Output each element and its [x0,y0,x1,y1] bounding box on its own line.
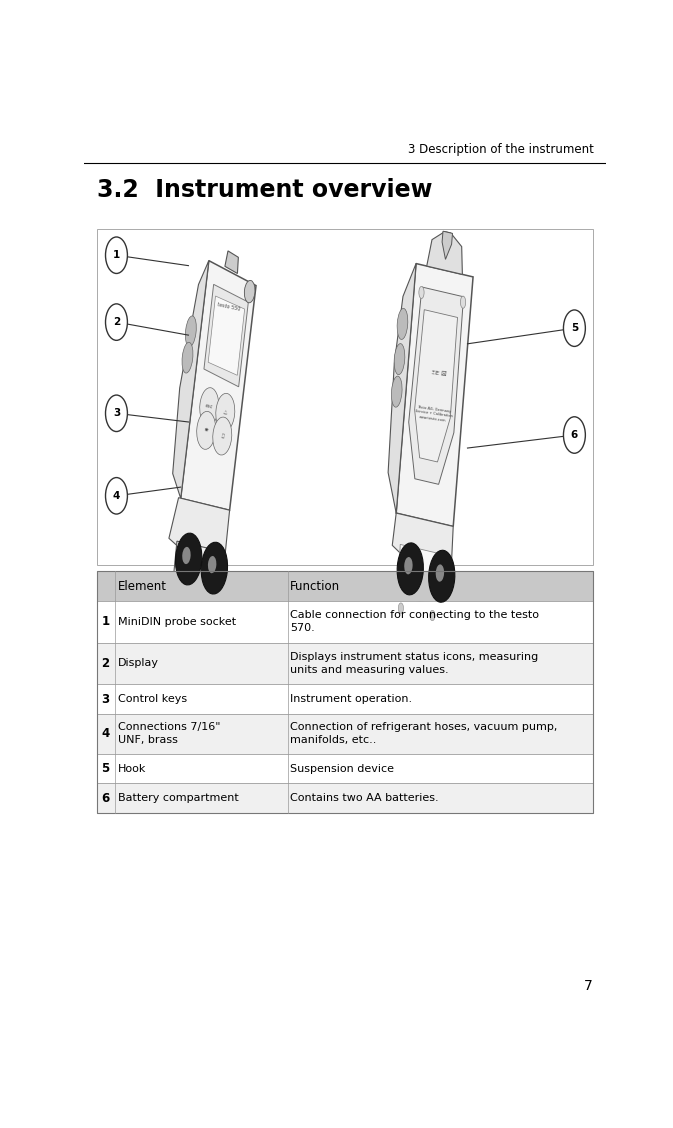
Ellipse shape [244,281,255,302]
Polygon shape [402,570,437,597]
Text: △: △ [223,409,227,415]
Text: 4: 4 [102,728,110,740]
Ellipse shape [185,316,197,346]
Text: 2: 2 [113,317,120,327]
Polygon shape [442,231,452,259]
Text: Function: Function [290,580,341,592]
Text: ΞE ☒: ΞE ☒ [431,370,447,378]
Bar [97,754,593,783]
Text: 6: 6 [102,792,110,804]
Polygon shape [392,513,453,567]
Polygon shape [388,264,416,513]
Bar [97,601,593,643]
Ellipse shape [216,394,235,431]
Text: Control keys: Control keys [118,694,187,704]
Circle shape [106,477,127,514]
Polygon shape [208,296,244,376]
Polygon shape [399,545,441,582]
Ellipse shape [394,344,405,374]
Text: 3.2  Instrument overview: 3.2 Instrument overview [97,178,433,202]
Text: 5: 5 [102,763,110,775]
Text: Element: Element [118,580,167,592]
Text: 1: 1 [102,615,110,628]
Ellipse shape [419,287,424,299]
Bar [97,783,593,813]
Text: testo 550: testo 550 [217,302,241,311]
Ellipse shape [460,297,466,308]
Ellipse shape [208,556,217,573]
Text: 3: 3 [102,693,110,705]
Bar [97,229,593,565]
Text: 2: 2 [102,656,110,670]
Polygon shape [169,497,229,556]
Bar [97,714,593,754]
Polygon shape [204,284,248,387]
Bar [97,643,593,685]
Polygon shape [409,287,464,484]
Text: 4: 4 [113,491,120,501]
Ellipse shape [430,610,435,620]
Polygon shape [396,264,473,527]
Ellipse shape [213,417,232,455]
Text: 1: 1 [113,250,120,261]
Text: 5: 5 [571,324,578,333]
Text: Connection of refrigerant hoses, vacuum pump,
manifolds, etc..: Connection of refrigerant hoses, vacuum … [290,722,557,746]
Circle shape [106,303,127,341]
Ellipse shape [397,543,423,594]
Bar [97,572,593,813]
Text: Display: Display [118,659,159,669]
Ellipse shape [200,388,219,425]
Circle shape [106,395,127,432]
Text: Testo AG, Germany
Service + Calibration
www.testo.com: Testo AG, Germany Service + Calibration … [414,405,454,423]
Polygon shape [427,231,462,274]
Text: ✱: ✱ [204,428,209,433]
Polygon shape [181,261,256,510]
Ellipse shape [201,543,227,594]
Text: esc: esc [205,404,214,409]
Ellipse shape [435,564,444,582]
Text: Cable connection for connecting to the testo
570.: Cable connection for connecting to the t… [290,610,539,633]
Text: Displays instrument status icons, measuring
units and measuring values.: Displays instrument status icons, measur… [290,652,538,675]
Text: Hook: Hook [118,764,147,774]
Text: ⏻: ⏻ [220,433,224,439]
Ellipse shape [176,534,202,585]
Text: Connections 7/16"
UNF, brass: Connections 7/16" UNF, brass [118,722,221,746]
Ellipse shape [429,550,455,602]
Bar [97,572,593,601]
Ellipse shape [397,308,408,340]
Ellipse shape [398,602,404,614]
Polygon shape [415,310,458,462]
Ellipse shape [392,376,402,407]
Text: 6: 6 [571,430,578,440]
Text: MiniDIN probe socket: MiniDIN probe socket [118,617,236,627]
Text: 3 Description of the instrument: 3 Description of the instrument [408,143,594,156]
Polygon shape [225,250,238,273]
Text: 3: 3 [113,408,120,418]
Polygon shape [174,541,221,593]
Ellipse shape [404,557,413,574]
Circle shape [563,310,586,346]
Ellipse shape [182,342,193,373]
Text: Battery compartment: Battery compartment [118,793,239,803]
Text: Suspension device: Suspension device [290,764,394,774]
Circle shape [563,416,586,453]
Text: 7: 7 [584,979,593,994]
Ellipse shape [197,412,215,449]
Ellipse shape [182,547,190,564]
Text: Instrument operation.: Instrument operation. [290,694,413,704]
Circle shape [106,237,127,273]
Bar [97,685,593,714]
Polygon shape [397,563,444,607]
Text: Contains two AA batteries.: Contains two AA batteries. [290,793,439,803]
Polygon shape [173,261,209,499]
